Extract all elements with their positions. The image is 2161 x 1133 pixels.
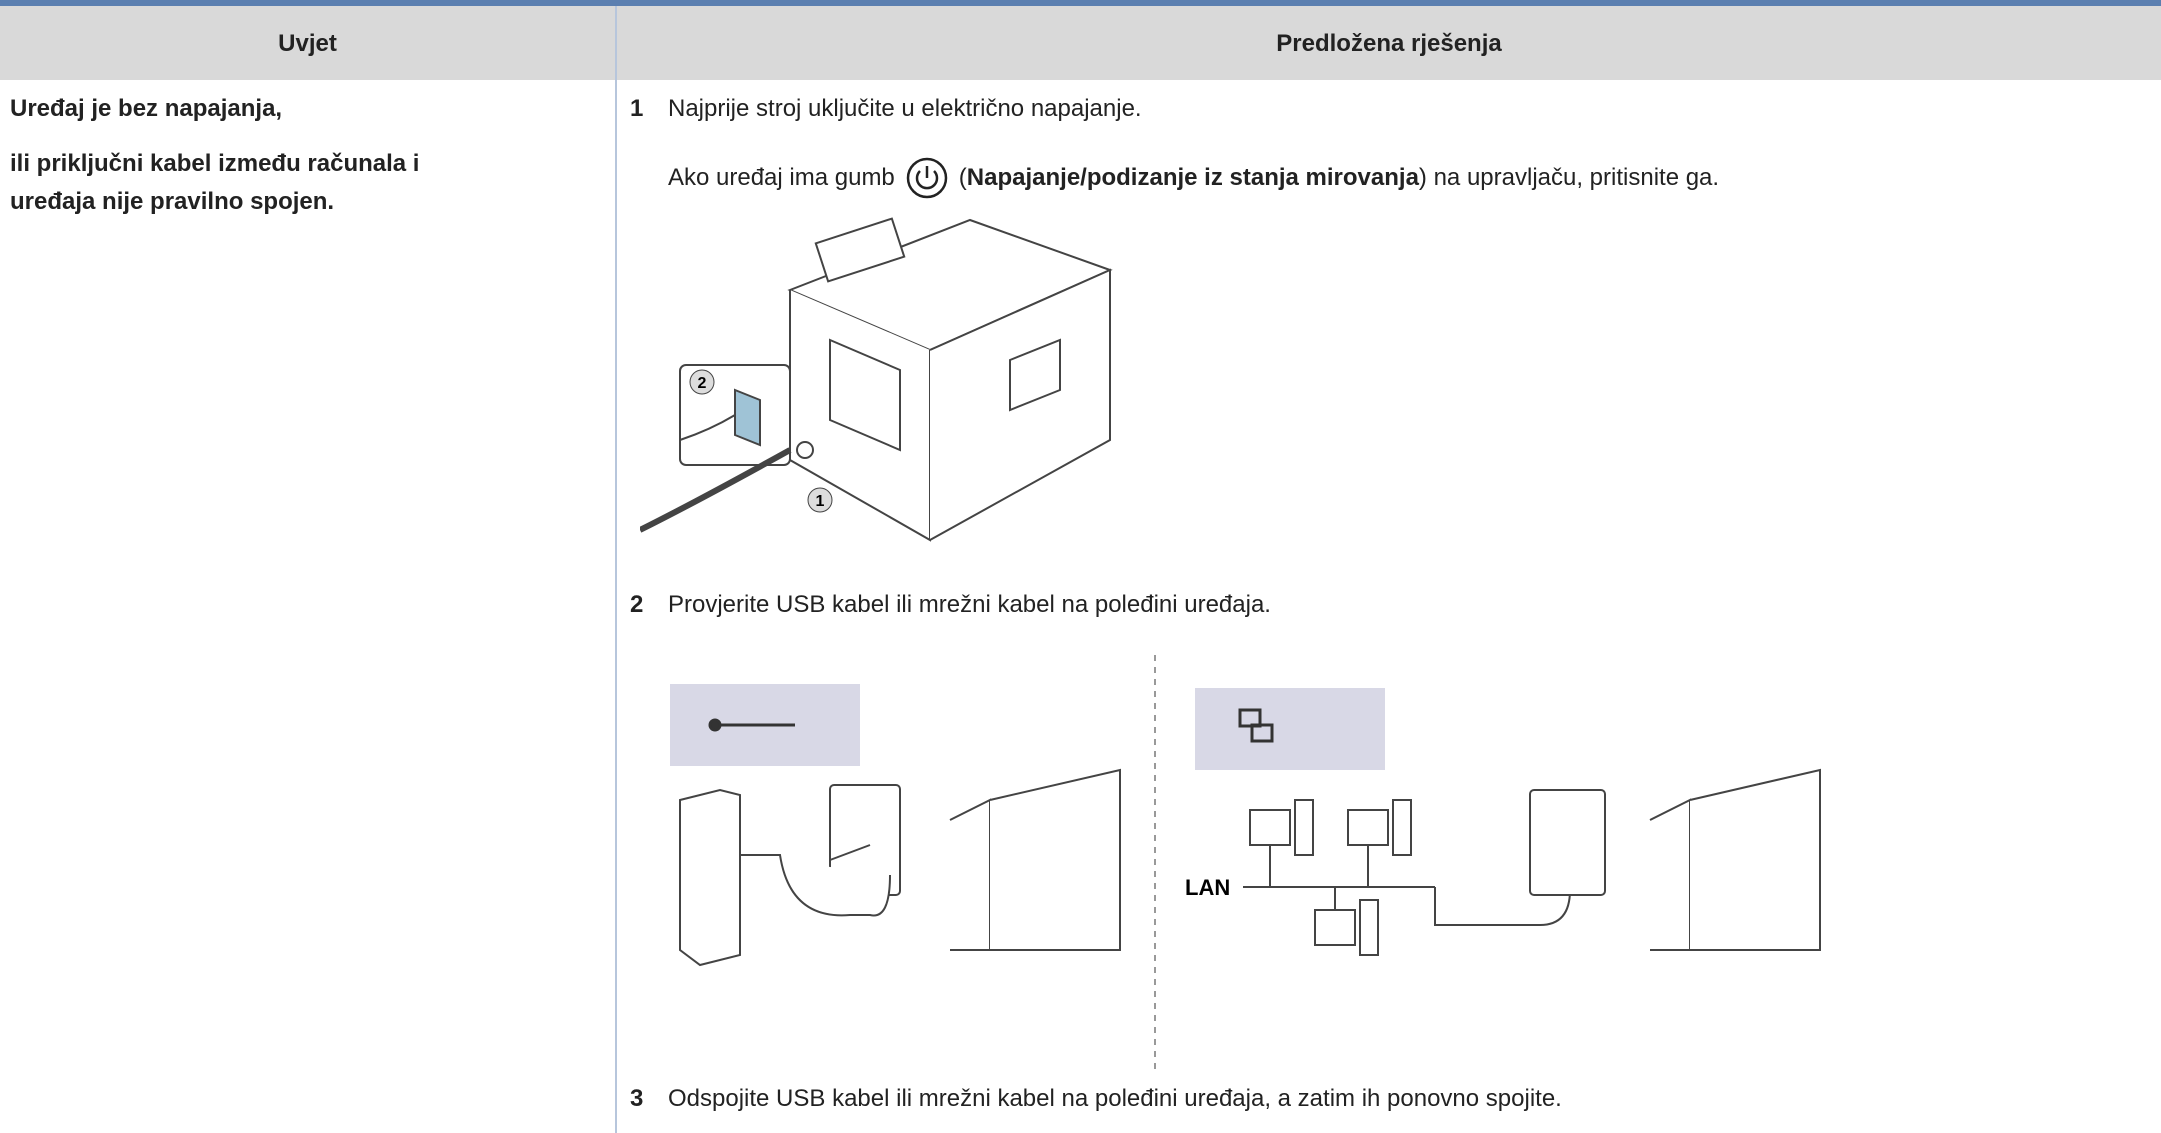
top-rule <box>0 0 2161 6</box>
header-cell: Uvjet <box>278 30 337 57</box>
step-number: 3 <box>630 1085 644 1112</box>
step-text: Najprije stroj uključite u električno na… <box>668 95 1142 122</box>
network-label: LAN <box>1185 875 1230 900</box>
note-bold: Napajanje/podizanje iz stanja mirovanja <box>966 164 1419 191</box>
condition-line: Uređaj je bez napajanja, <box>10 95 283 122</box>
power-icon <box>906 157 948 199</box>
header-cell: Predložena rješenja <box>1276 30 1502 57</box>
note-text: ) na upravljaču, pritisnite ga. <box>1418 164 1720 191</box>
step-number: 2 <box>630 591 644 618</box>
connection-illustration: LAN <box>670 655 1821 1075</box>
step-note: Ako uređaj ima gumb (Napajanje/podizanje… <box>668 156 1719 200</box>
column-divider <box>615 6 617 1133</box>
condition-line: uređaja nije pravilno spojen. <box>10 188 335 215</box>
step-text: Odspojite USB kabel ili mrežni kabel na … <box>668 1085 1562 1112</box>
note-text: Ako uređaj ima gumb <box>668 164 895 191</box>
step-number: 1 <box>630 95 644 122</box>
note-text: ( <box>958 164 967 191</box>
power-illustration: 2 1 <box>640 217 1113 542</box>
step-text: Provjerite USB kabel ili mrežni kabel na… <box>668 591 1271 618</box>
callout: 1 <box>816 493 825 510</box>
condition-line: ili priključni kabel između računala i <box>10 150 420 177</box>
header-row <box>0 6 2161 80</box>
callout: 2 <box>698 375 707 392</box>
